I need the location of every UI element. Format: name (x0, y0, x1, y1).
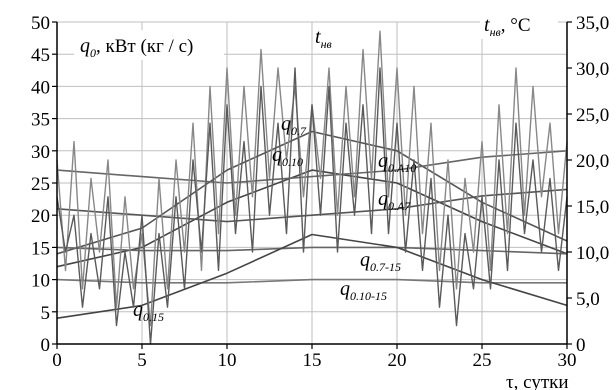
series-line-q_0.10 (56, 169, 568, 268)
y-right-tick-label: 10,0 (576, 243, 609, 264)
series-label-q_0.10: q0.10 (272, 144, 303, 169)
y-right-tick-label: 35,0 (576, 13, 609, 34)
series-layer (56, 30, 568, 345)
series-label-q_0.A10-text: q0.A10 (378, 150, 416, 175)
x-tick-label: 10 (218, 350, 237, 371)
series-label-q_0.10-15-text: q0.10-15 (340, 278, 387, 303)
series-label-q_0.15: q0.15 (133, 299, 164, 324)
y-right-tick-label: 15,0 (576, 197, 609, 218)
series-label-q_0.A7-text: q0.A7 (378, 188, 411, 213)
axes: 0 5 10 15 20 25 300510152025303540455005,010,0… (31, 13, 609, 371)
series-line-q_0.7-15 (56, 246, 568, 255)
y-left-tick-label: 25 (31, 174, 50, 195)
x-tick-label: 30 (558, 350, 577, 371)
t-series-label-text: tнв (315, 26, 332, 51)
y-right-tick-label: 5,0 (576, 289, 600, 310)
y-left-tick-label: 50 (31, 13, 50, 34)
t-series-label: tнв (315, 26, 332, 51)
y-right-tick-label: 20,0 (576, 151, 609, 172)
series-label-q_0.10-text: q0.10 (272, 144, 303, 169)
series-line-q_0.15 (56, 233, 568, 319)
y-left-tick-label: 15 (31, 238, 50, 259)
series-line-q_0.10-15 (56, 278, 567, 284)
y-left-axis-title-text: q0, кВт (кг / с) (80, 35, 193, 60)
series-label-q_0.15-text: q0.15 (133, 299, 164, 324)
y-left-tick-label: 10 (31, 271, 50, 292)
series-label-q_0.7-15-text: q0.7-15 (360, 249, 401, 274)
series-label-q_0.10-15: q0.10-15 (340, 278, 387, 303)
labels-layer: q0, кВт (кг / с) tнв, °C tнв q0.7 q0.10 q0.A1… (74, 12, 569, 390)
grid (56, 21, 568, 345)
x-tick-label: 5 (137, 350, 147, 371)
y-left-axis-title: q0, кВт (кг / с) (74, 30, 224, 60)
series-line-t_нв_2 (56, 67, 568, 345)
y-left-tick-label: 40 (31, 77, 50, 98)
y-left-tick-label: 20 (31, 206, 50, 227)
y-right-axis-title-text: tнв, °C (484, 14, 531, 39)
y-left-tick-label: 45 (31, 45, 50, 66)
y-right-axis-title-bg (480, 12, 558, 39)
y-left-tick-label: 0 (41, 335, 51, 356)
x-tick-label: 0 (52, 350, 62, 371)
y-left-tick-label: 35 (31, 110, 50, 131)
series-label-q_0.7-15: q0.7-15 (360, 249, 401, 274)
x-tick-label: 25 (473, 350, 492, 371)
series-label-q_0.7-text: q0.7 (281, 113, 307, 138)
y-left-axis-title-bg (74, 30, 224, 60)
y-right-tick-label: 0 (576, 335, 586, 356)
x-tick-label: 15 (303, 350, 322, 371)
y-left-tick-label: 30 (31, 142, 50, 163)
series-label-q_0.7: q0.7 (281, 113, 307, 138)
y-right-tick-label: 30,0 (576, 59, 609, 80)
y-right-axis-title: tнв, °C (480, 12, 558, 39)
x-tick-label: 20 (388, 350, 407, 371)
x-axis-title: τ, сутки (506, 372, 569, 390)
series-label-q_0.A10: q0.A10 (378, 150, 416, 175)
y-left-tick-label: 5 (41, 303, 51, 324)
series-label-q_0.A7: q0.A7 (378, 188, 411, 213)
y-right-tick-label: 25,0 (576, 105, 609, 126)
series-line-q_0.A10 (56, 150, 568, 184)
